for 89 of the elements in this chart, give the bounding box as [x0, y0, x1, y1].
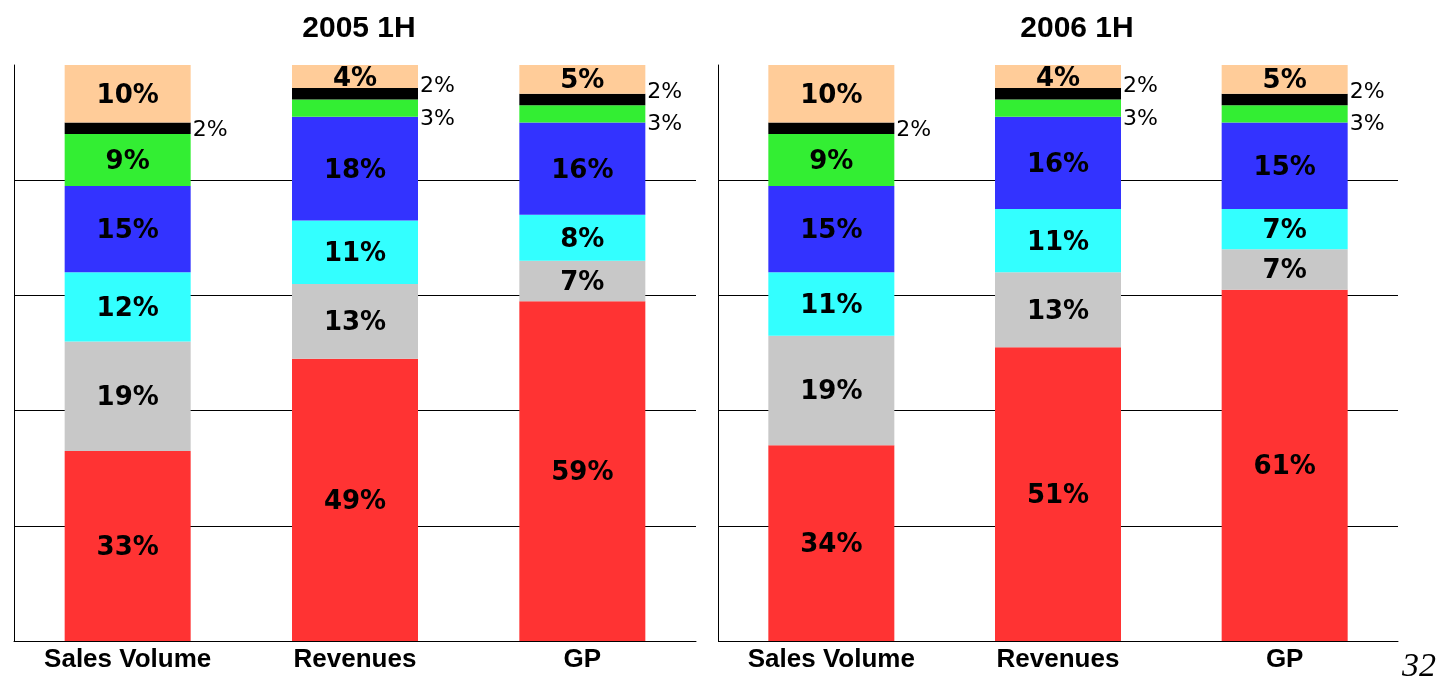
x-tick-label: Sales Volume — [747, 643, 915, 673]
data-label: 12% — [96, 291, 159, 322]
bar — [64, 272, 191, 342]
chart-title: 2005 1H — [302, 9, 416, 43]
data-label: 15% — [800, 214, 863, 245]
bar — [995, 347, 1121, 641]
data-label: 7% — [1262, 214, 1307, 245]
bar — [1221, 122, 1348, 209]
bar — [768, 185, 895, 273]
bar — [768, 445, 895, 641]
data-label: 3% — [647, 110, 683, 136]
bar — [64, 65, 191, 123]
data-label: 7% — [1262, 254, 1307, 285]
bar — [768, 272, 895, 336]
bar — [519, 301, 646, 641]
data-label: 4% — [332, 61, 378, 92]
data-label: 11% — [1026, 225, 1090, 256]
bar — [519, 214, 646, 261]
data-label: 10% — [800, 78, 863, 109]
data-label: 3% — [420, 104, 455, 130]
bar — [1221, 209, 1348, 250]
bar — [292, 116, 418, 221]
x-tick-label: GP — [1265, 643, 1304, 673]
bar — [292, 99, 418, 117]
bar — [1221, 289, 1348, 641]
data-label: 9% — [809, 145, 854, 176]
bar — [292, 283, 418, 359]
bar — [995, 88, 1121, 100]
data-label: 33% — [96, 530, 159, 561]
bar — [64, 122, 191, 135]
data-label: 11% — [323, 237, 387, 268]
data-label: 51% — [1026, 479, 1090, 510]
data-label: 2% — [647, 78, 683, 104]
data-label: 49% — [323, 484, 387, 515]
data-label: 19% — [96, 381, 159, 412]
data-label: 13% — [323, 306, 387, 337]
bar — [64, 341, 191, 451]
x-tick-label: Revenues — [996, 643, 1120, 673]
bar — [995, 99, 1121, 117]
data-label: 11% — [800, 289, 863, 320]
data-label: 61% — [1253, 450, 1316, 481]
bar — [292, 358, 418, 641]
data-label: 2% — [420, 72, 455, 98]
bar — [995, 116, 1121, 209]
bar — [64, 185, 191, 273]
bar — [1221, 105, 1348, 123]
data-label: 19% — [800, 375, 863, 406]
x-tick-label: Sales Volume — [44, 643, 212, 673]
bar — [519, 260, 646, 302]
bar — [519, 93, 646, 106]
data-label: 13% — [1026, 294, 1090, 325]
data-label: 34% — [800, 528, 863, 559]
data-label: 59% — [551, 456, 614, 487]
bar — [768, 122, 895, 135]
bar — [292, 220, 418, 284]
data-label: 5% — [560, 64, 605, 95]
data-label: 18% — [323, 153, 387, 184]
bar — [64, 134, 191, 186]
x-tick-label: Revenues — [293, 643, 417, 673]
data-label: 2% — [896, 115, 932, 141]
data-label: 7% — [560, 266, 605, 296]
bar — [519, 105, 646, 123]
data-label: 4% — [1035, 61, 1081, 92]
data-label: 3% — [1123, 104, 1158, 130]
data-label: 2% — [1123, 72, 1158, 98]
bar — [292, 88, 418, 100]
bar — [519, 122, 646, 215]
text: 32 — [1401, 645, 1436, 681]
data-label: 3% — [1349, 110, 1385, 136]
bar — [768, 134, 895, 186]
chart-title: 2006 1H — [1020, 9, 1134, 43]
data-label: 9% — [105, 145, 150, 176]
x-tick-label: GP — [563, 643, 602, 673]
data-label: 5% — [1262, 64, 1307, 95]
data-label: 16% — [551, 153, 614, 184]
data-label: 8% — [560, 222, 605, 253]
data-label: 15% — [96, 214, 159, 245]
bar — [995, 272, 1121, 348]
bar — [1221, 93, 1348, 106]
bar — [1221, 249, 1348, 290]
data-label: 2% — [1349, 78, 1385, 104]
data-label: 10% — [96, 78, 159, 109]
data-label: 16% — [1026, 147, 1090, 178]
bar — [995, 209, 1121, 273]
bar — [768, 65, 895, 123]
bar — [64, 450, 191, 641]
bar — [768, 335, 895, 446]
data-label: 2% — [192, 115, 228, 141]
data-label: 15% — [1253, 150, 1316, 181]
